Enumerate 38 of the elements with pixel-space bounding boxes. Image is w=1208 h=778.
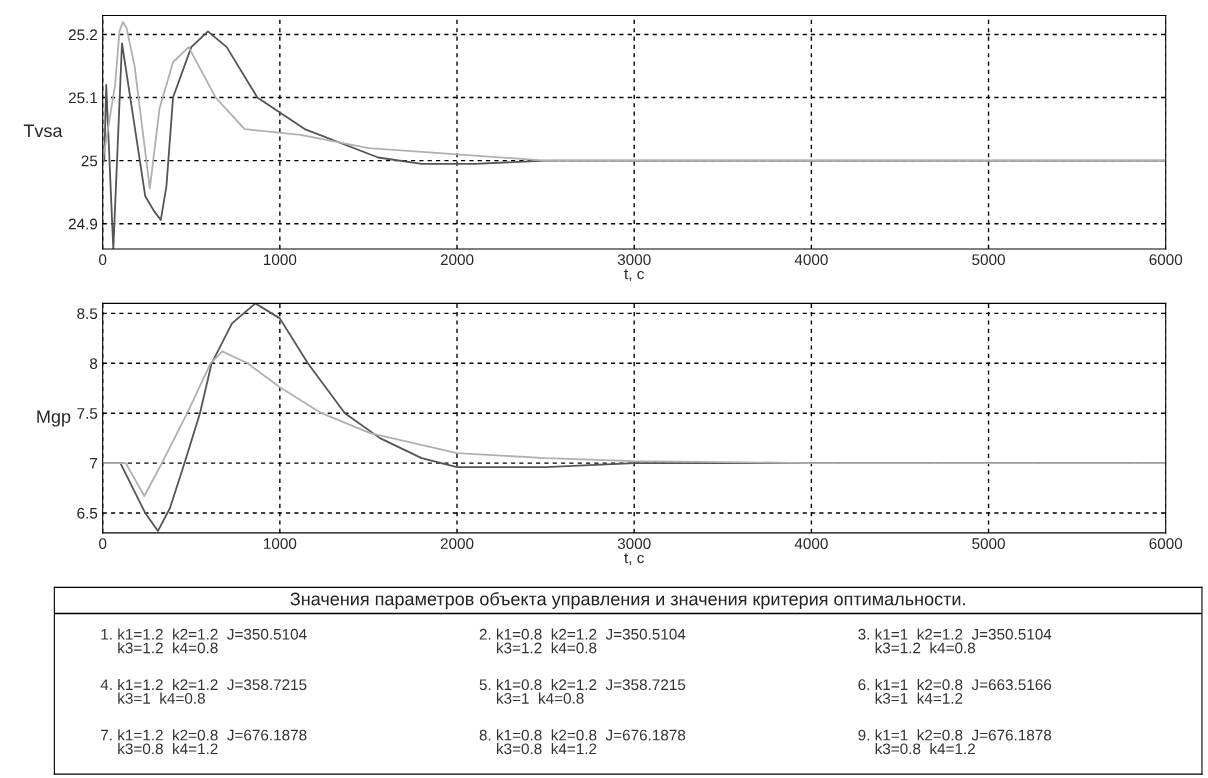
text: 9. k1=1 k2=0.8 J=676.1878 k3=0.8 k4=1.2 [858, 729, 1052, 755]
x-tick-label: 3000 [617, 254, 651, 266]
x-tick-label: 1000 [264, 254, 297, 266]
text: 5. k1=0.8 k2=1.2 J=358.7215 k3=1 k4=0.8 [479, 678, 686, 704]
y-tick-label: 7.5 [77, 408, 98, 419]
y-tick-label: 8 [89, 358, 98, 369]
y-tick-label: 7 [90, 458, 98, 469]
y-tick-label: 6.5 [77, 507, 98, 519]
text: 7. k1=1.2 k2=0.8 J=676.1878 k3=0.8 k4=1.2 [101, 729, 307, 755]
x-tick-label: 0 [99, 254, 107, 266]
x-tick-label: 0 [99, 538, 107, 550]
x-axis-title: t, c [624, 269, 644, 282]
x-tick-label: 5000 [972, 538, 1005, 550]
text: 6. k1=1 k2=0.8 J=663.5166 k3=1 k4=1.2 [858, 678, 1052, 704]
x-tick-label: 6000 [1149, 538, 1183, 550]
text: 4. k1=1.2 k2=1.2 J=358.7215 k3=1 k4=0.8 [100, 678, 307, 704]
y-tick-label: 24.9 [68, 218, 98, 230]
x-axis-title: t, c [624, 553, 644, 566]
x-tick-label: 4000 [794, 538, 828, 550]
text: 1. k1=1.2 k2=1.2 J=350.5104 k3=1.2 k4=0.8 [101, 628, 307, 654]
x-tick-label: 2000 [440, 254, 474, 266]
y-tick-label: 25 [81, 155, 98, 167]
x-tick-label: 6000 [1149, 254, 1183, 266]
text: 3. k1=1 k2=1.2 J=350.5104 k3=1.2 k4=0.8 [858, 628, 1052, 654]
y-axis-title: Tvsa [23, 124, 63, 138]
y-tick-label: 25.2 [68, 29, 98, 41]
y-axis-title: Mgp [37, 410, 71, 427]
text: 2. k1=0.8 k2=1.2 J=350.5104 k3=1.2 k4=0.8 [479, 628, 686, 654]
text: Значения параметров объекта управления и значения критерия оптимальности. [290, 591, 965, 609]
x-tick-label: 4000 [794, 254, 828, 266]
x-tick-label: 1000 [264, 538, 297, 550]
y-tick-label: 8.5 [77, 308, 98, 320]
y-tick-label: 25.1 [68, 92, 98, 104]
line-series [102, 20, 1166, 190]
x-tick-label: 2000 [440, 538, 474, 550]
x-tick-label: 3000 [617, 538, 651, 550]
x-tick-label: 5000 [972, 254, 1005, 266]
text: 8. k1=0.8 k2=0.8 J=676.1878 k3=0.8 k4=1.2 [479, 729, 686, 755]
